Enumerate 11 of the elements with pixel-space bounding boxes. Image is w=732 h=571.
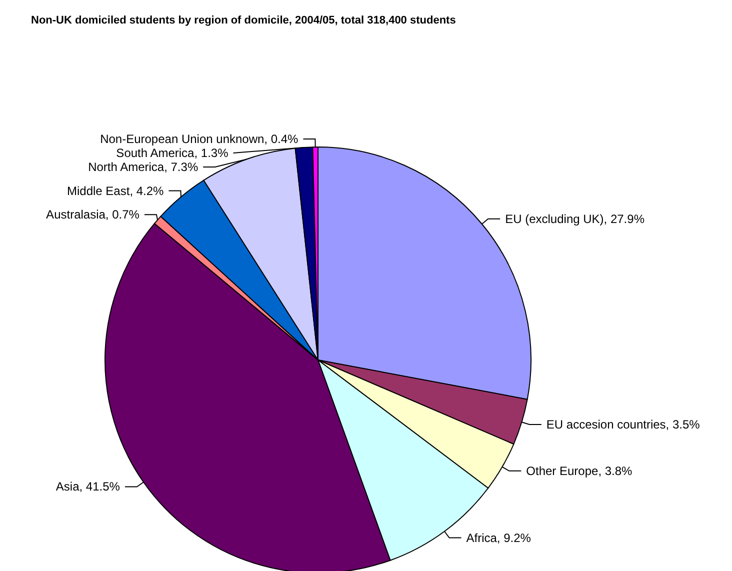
chart-title: Non-UK domiciled students by region of domicile, 2004/05, total 318,400 students: [31, 14, 456, 26]
slice-label: Other Europe, 3.8%: [526, 464, 633, 478]
slice-label: EU accesion countries, 3.5%: [546, 417, 700, 432]
slice-label: EU (excluding UK), 27.9%: [505, 212, 645, 226]
slice-label: Middle East, 4.2%: [67, 184, 164, 198]
slice-label: Africa, 9.2%: [466, 530, 532, 545]
slice-label: Asia, 41.5%: [56, 480, 120, 494]
slice-label: North America, 7.3%: [88, 160, 198, 174]
slice-label: South America, 1.3%: [116, 146, 229, 160]
slice-label: Non-European Union unknown, 0.4%: [100, 132, 299, 146]
slice-label: Australasia, 0.7%: [46, 208, 140, 222]
